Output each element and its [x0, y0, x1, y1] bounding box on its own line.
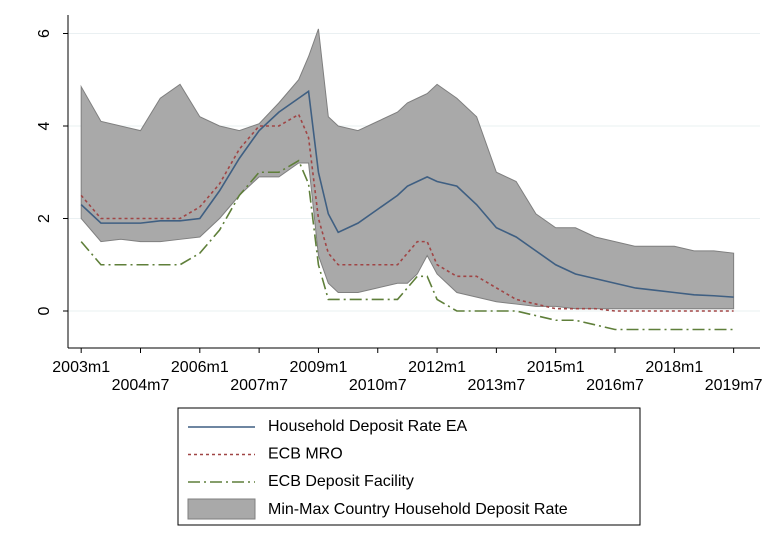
series-line — [80, 113, 734, 312]
legend-label: ECB Deposit Facility — [268, 473, 414, 490]
legend-label: Min-Max Country Household Deposit Rate — [268, 501, 568, 518]
series-line — [80, 89, 734, 298]
series-line — [80, 159, 734, 331]
x-tick-label: 2015m1 — [527, 359, 585, 376]
x-tick-label: 2007m7 — [230, 377, 288, 394]
y-tick-label: 6 — [36, 29, 53, 38]
legend-label: ECB MRO — [268, 446, 343, 463]
range-band — [80, 28, 735, 310]
x-tick-label: 2006m1 — [171, 359, 229, 376]
y-tick-label: 0 — [36, 306, 53, 315]
x-tick-label: 2018m1 — [645, 359, 703, 376]
y-tick-label: 2 — [36, 214, 53, 223]
x-tick-label: 2012m1 — [408, 359, 466, 376]
legend-swatch — [187, 498, 256, 520]
legend-label: Household Deposit Rate EA — [268, 418, 468, 435]
x-tick-label: 2016m7 — [586, 377, 644, 394]
x-tick-label: 2004m7 — [112, 377, 170, 394]
y-tick-label: 4 — [36, 121, 53, 130]
x-tick-label: 2019m7 — [705, 377, 763, 394]
x-tick-label: 2013m7 — [467, 377, 525, 394]
x-tick-label: 2003m1 — [52, 359, 110, 376]
x-tick-label: 2010m7 — [349, 377, 407, 394]
x-tick-label: 2009m1 — [290, 359, 348, 376]
